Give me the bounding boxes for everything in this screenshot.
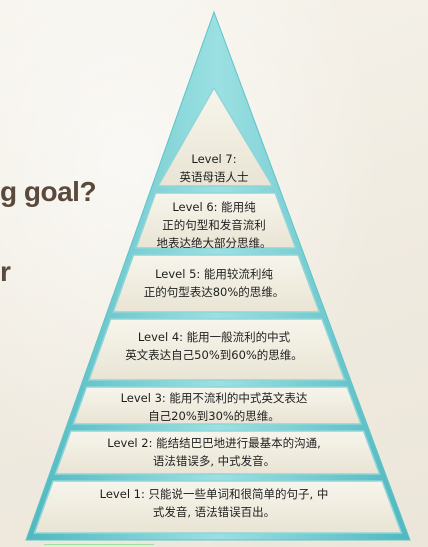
level-1-line-2: 式发音, 语法错误百出。 (152, 505, 276, 519)
pyramid-band-level-4 (87, 318, 346, 381)
level-4-line-2: 英文表达自己50%到60%的思维。 (125, 348, 303, 362)
level-2-line-1: Level 2: 能结结巴巴地进行最基本的沟通, (107, 436, 321, 450)
level-1-line-1: Level 1: 只能说一些单词和很简单的句子, 中 (99, 487, 329, 501)
level-7-line-2: 英语母语人士 (179, 170, 249, 184)
level-5-line-2: 正的句型表达80%的思维。 (143, 285, 285, 299)
level-5-label: Level 5: 能用较流利纯 正的句型表达80%的思维。 (0, 265, 428, 301)
level-2-label: Level 2: 能结结巴巴地进行最基本的沟通, 语法错误多, 中式发音。 (0, 434, 428, 470)
level-7-label: Level 7: 英语母语人士 (0, 150, 428, 186)
pyramid-band-level-5 (112, 254, 321, 313)
level-5-line-1: Level 5: 能用较流利纯 (155, 267, 273, 281)
level-6-label: Level 6: 能用纯 正的句型和发音流利 地表达绝大部分思维。 (0, 198, 428, 252)
pyramid-band-level-2 (54, 430, 381, 475)
side-heading-fragment: r (0, 256, 11, 287)
level-6-line-2: 正的句型和发音流利 (162, 218, 266, 232)
level-1-label: Level 1: 只能说一些单词和很简单的句子, 中式发音, 语法错误百出。 (0, 485, 428, 521)
level-6-line-1: Level 6: 能用纯 (172, 200, 256, 214)
pyramid-band-level-6 (134, 192, 297, 249)
pyramid-band-level-3 (72, 386, 363, 425)
level-3-label: Level 3: 能用不流利的中式英文表达 自己20%到30%的思维。 (0, 389, 428, 425)
side-heading-goal: g goal? (0, 176, 97, 207)
divider-line (44, 544, 154, 545)
level-2-line-2: 语法错误多, 中式发音。 (152, 454, 276, 468)
level-3-line-1: Level 3: 能用不流利的中式英文表达 (120, 391, 308, 405)
level-6-line-3: 地表达绝大部分思维。 (156, 236, 272, 250)
level-7-line-1: Level 7: (191, 152, 237, 166)
level-3-line-2: 自己20%到30%的思维。 (148, 409, 280, 423)
level-4-line-1: Level 4: 能用一般流利的中式 (137, 330, 291, 344)
pyramid-band-level-1 (33, 480, 403, 534)
pyramid-band-level-7 (156, 86, 274, 187)
level-4-label: Level 4: 能用一般流利的中式 英文表达自己50%到60%的思维。 (0, 328, 428, 364)
